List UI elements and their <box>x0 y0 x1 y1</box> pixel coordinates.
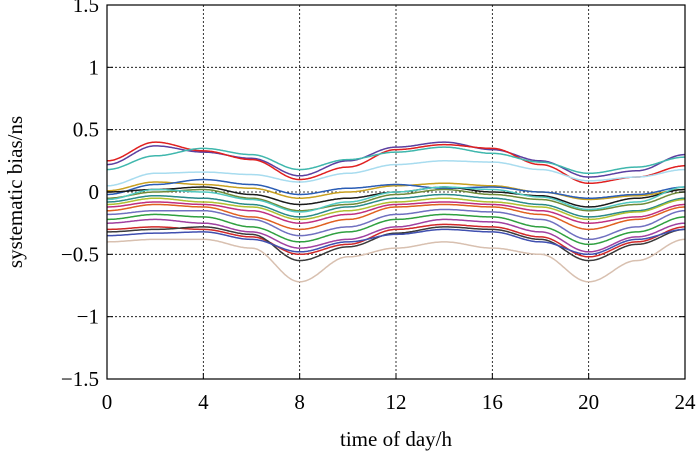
tick-labels: 0 4 8 12 16 20 24 −1.5 −1 −0.5 0 0.5 1 1.5 <box>61 0 696 414</box>
series-line-1 <box>106 141 685 178</box>
series-line-9 <box>107 193 686 218</box>
series-line-14 <box>107 218 685 253</box>
y-tick-label: −1.5 <box>61 367 99 391</box>
series-line-12 <box>107 208 685 241</box>
series-line-13 <box>107 213 686 246</box>
y-tick-label: 0.5 <box>73 118 99 142</box>
y-tick-label: −0.5 <box>61 242 99 266</box>
x-axis-title: time of day/h <box>340 427 452 451</box>
series-line-10 <box>107 201 685 224</box>
series-line-2 <box>107 141 685 185</box>
series-line-5 <box>106 181 685 201</box>
series-lines <box>106 141 686 283</box>
series-line-15 <box>107 223 685 258</box>
series-line-11 <box>107 203 685 231</box>
x-tick-label: 20 <box>578 390 599 414</box>
ticks <box>106 4 686 380</box>
y-tick-label: 1.5 <box>73 0 99 17</box>
x-tick-label: 16 <box>482 390 503 414</box>
series-line-19 <box>107 197 685 221</box>
series-line-18 <box>107 238 685 283</box>
series-line-16 <box>107 226 685 262</box>
series-line-17 <box>107 228 685 256</box>
series-line-3 <box>106 146 685 175</box>
y-axis-title: systematic bias/ns <box>3 116 27 268</box>
x-tick-label: 8 <box>294 390 305 414</box>
y-tick-label: −1 <box>77 305 99 329</box>
x-tick-label: 12 <box>386 390 407 414</box>
series-line-8 <box>107 188 685 212</box>
x-tick-label: 0 <box>102 390 113 414</box>
series-line-6 <box>107 178 685 199</box>
x-tick-label: 4 <box>198 390 209 414</box>
series-line-20 <box>107 186 685 213</box>
x-tick-label: 24 <box>675 390 697 414</box>
series-line-4 <box>106 160 685 187</box>
y-tick-label: 1 <box>89 55 100 79</box>
y-tick-label: 0 <box>89 180 100 204</box>
